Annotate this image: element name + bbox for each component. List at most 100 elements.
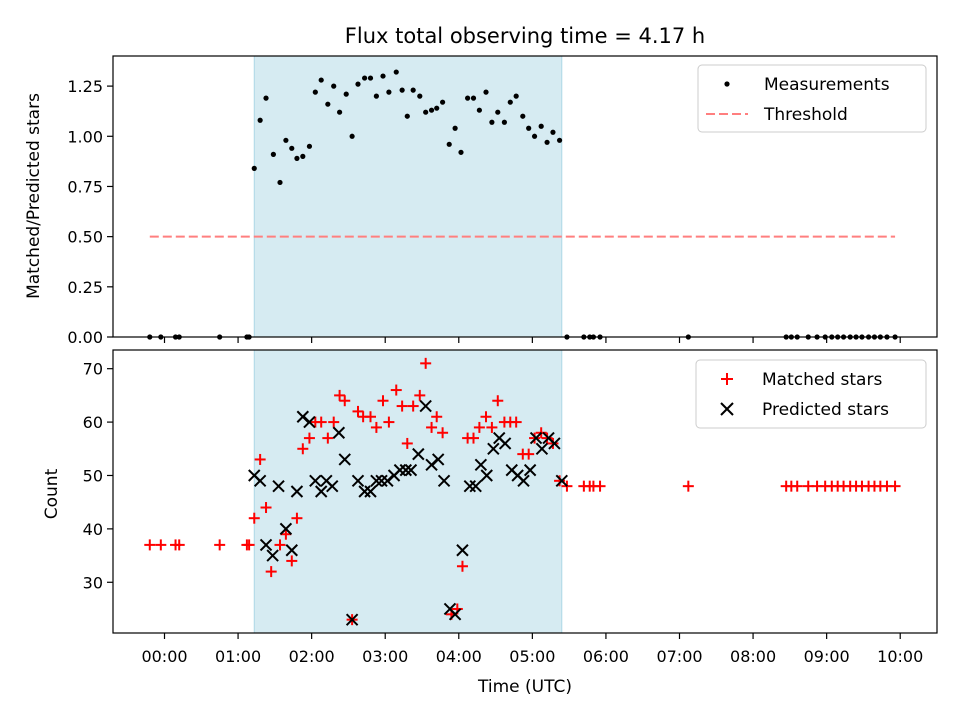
predicted-star-point [338,453,351,466]
y-tick-label: 70 [83,360,103,379]
legend-matched-label: Matched stars [762,370,882,390]
matched-star-point [377,395,389,407]
matched-star-point [383,416,395,428]
matched-star-point [291,512,303,524]
measurement-point [556,137,563,143]
bottom-x-ticks: 00:00 01:00 02:00 03:00 04:00 05:00 06:00 07:00… [141,633,923,666]
measurement-point [417,93,423,99]
matched-star-point [322,432,334,444]
predicted-star-point [326,479,339,493]
measurement-point [483,89,489,95]
measurement-point [550,129,556,135]
x-tick-label: 01:00 [215,647,261,666]
matched-star-point [492,395,504,407]
predicted-star-point [370,474,383,488]
predicted-star-point [419,399,432,413]
measurement-point [380,73,386,79]
matched-star-point [682,480,694,492]
predicted-star-point [431,453,445,466]
matched-star-point [510,416,522,428]
matched-star-point [173,539,185,551]
chart-title: Flux total observing time = 4.17 h [345,24,705,48]
y-tick-label: 50 [83,466,103,485]
measurement-point [393,69,399,75]
predicted-star-point [259,538,273,552]
predicted-star-point [332,426,346,439]
measurement-point [283,137,289,143]
predicted-star-point [290,485,304,498]
matched-star-point [791,480,803,492]
measurement-point [404,113,410,119]
measurement-point [312,89,318,95]
measurement-point [367,75,374,81]
measurement-point [513,93,519,99]
matched-star-point [529,432,541,444]
x-tick-label: 07:00 [656,647,702,666]
matched-star-point [523,448,535,460]
predicted-star-point [469,479,482,493]
matched-star-point [473,421,485,433]
measurement-point [257,117,263,123]
predicted-star-point [364,485,377,498]
matched-star-point [407,400,419,412]
bottom-shaded-span [253,349,563,634]
x-tick-label: 02:00 [289,647,335,666]
legend-predicted-label: Predicted stars [762,400,889,420]
measurement-point [428,107,435,113]
matched-star-point [260,502,272,514]
measurement-point [331,83,337,89]
y-tick-label: 60 [83,413,103,432]
measurement-point [452,125,458,131]
measurement-point [251,165,257,171]
top-axes-frame [112,55,938,338]
matched-star-point [274,539,286,551]
predicted-star-point [315,485,328,498]
bottom-legend: Matched stars Predicted stars [695,359,927,429]
legend-threshold-label: Threshold [763,105,848,125]
matched-star-point [889,480,901,492]
predicted-star-point [480,469,493,482]
legend-measurements-label: Measurements [764,75,890,95]
bottom-y-axis-label: Count [42,468,62,519]
bottom-y-ticks: 30 40 50 60 70 [83,360,113,592]
y-tick-label: 0.00 [67,328,103,347]
y-tick-label: 30 [83,573,103,592]
predicted-star-point [345,613,359,626]
matched-star-point [334,389,346,401]
measurement-point [538,123,544,129]
predicted-star-point [303,415,316,429]
matched-star-point [431,411,443,423]
matched-star-point [352,405,364,417]
x-tick-label: 08:00 [730,647,776,666]
measurement-point [531,133,538,139]
predicted-star-point [358,485,371,498]
matched-star-point [456,560,468,572]
matched-star-point [339,395,351,407]
measurement-point [526,125,532,131]
matched-star-point [155,539,167,551]
top-x-ticks [163,337,901,343]
y-tick-label: 1.00 [67,127,103,146]
predicted-star-point [517,474,530,488]
measurement-point [489,119,495,125]
measurement-point [399,87,405,93]
matched-star-point [328,416,340,428]
measurement-point [349,133,355,139]
matched-star-point [594,480,606,492]
predicted-star-point [399,463,413,477]
top-y-ticks: 0.00 0.25 0.50 0.75 1.00 1.25 [67,77,113,347]
measurement-point [410,87,416,93]
x-tick-label: 00:00 [141,647,187,666]
predicted-star-point [309,474,322,488]
top-legend: Measurements Threshold [697,64,927,133]
matched-star-point [280,528,292,540]
measurement-point [507,99,513,105]
matched-star-point [248,512,260,524]
measurement-point [337,109,343,115]
measurement-point [362,75,368,81]
predicted-star-point [393,463,407,477]
measurement-point [446,141,452,147]
predicted-star-point [463,479,477,493]
measurement-point [520,113,526,119]
predicted-star-point [529,431,543,445]
